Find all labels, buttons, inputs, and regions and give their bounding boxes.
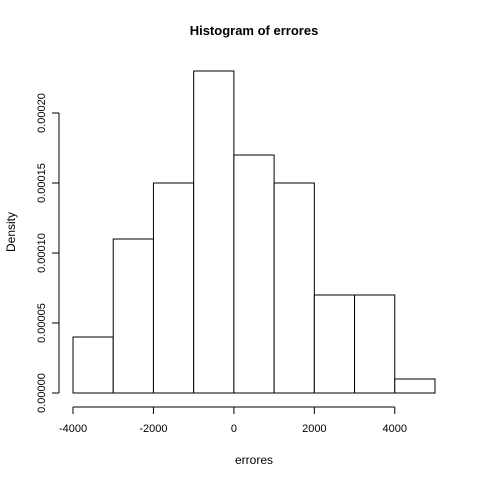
x-tick-label: -4000 (59, 423, 87, 435)
y-tick-label: 0.00005 (36, 303, 48, 343)
histogram-bar (72, 336, 114, 394)
x-tick-label: 2000 (302, 423, 326, 435)
chart-title: Histogram of errores (190, 23, 319, 38)
histogram-bar (193, 70, 235, 394)
histogram-bar (152, 182, 195, 394)
histogram-bar (273, 182, 315, 394)
histogram-bar (233, 154, 275, 394)
y-axis: 0.00000 0.00005 0.00010 0.00015 0.00020 (36, 93, 60, 413)
x-axis-label: errores (235, 453, 273, 467)
y-tick-label: 0.00010 (36, 233, 48, 273)
y-tick-label: 0.00015 (36, 163, 48, 203)
y-tick-label: 0.00000 (36, 373, 48, 413)
bars-group (72, 70, 436, 394)
histogram-bar (313, 294, 356, 394)
y-axis-label: Density (4, 212, 18, 252)
histogram-bar (354, 294, 396, 394)
x-tick-label: 0 (231, 423, 237, 435)
y-tick-label: 0.00020 (36, 93, 48, 133)
x-tick-label: -2000 (139, 423, 167, 435)
histogram-bar (112, 238, 154, 394)
histogram-bar (394, 378, 436, 394)
x-axis: -4000 -2000 0 2000 4000 (59, 406, 407, 435)
x-tick-label: 4000 (383, 423, 407, 435)
